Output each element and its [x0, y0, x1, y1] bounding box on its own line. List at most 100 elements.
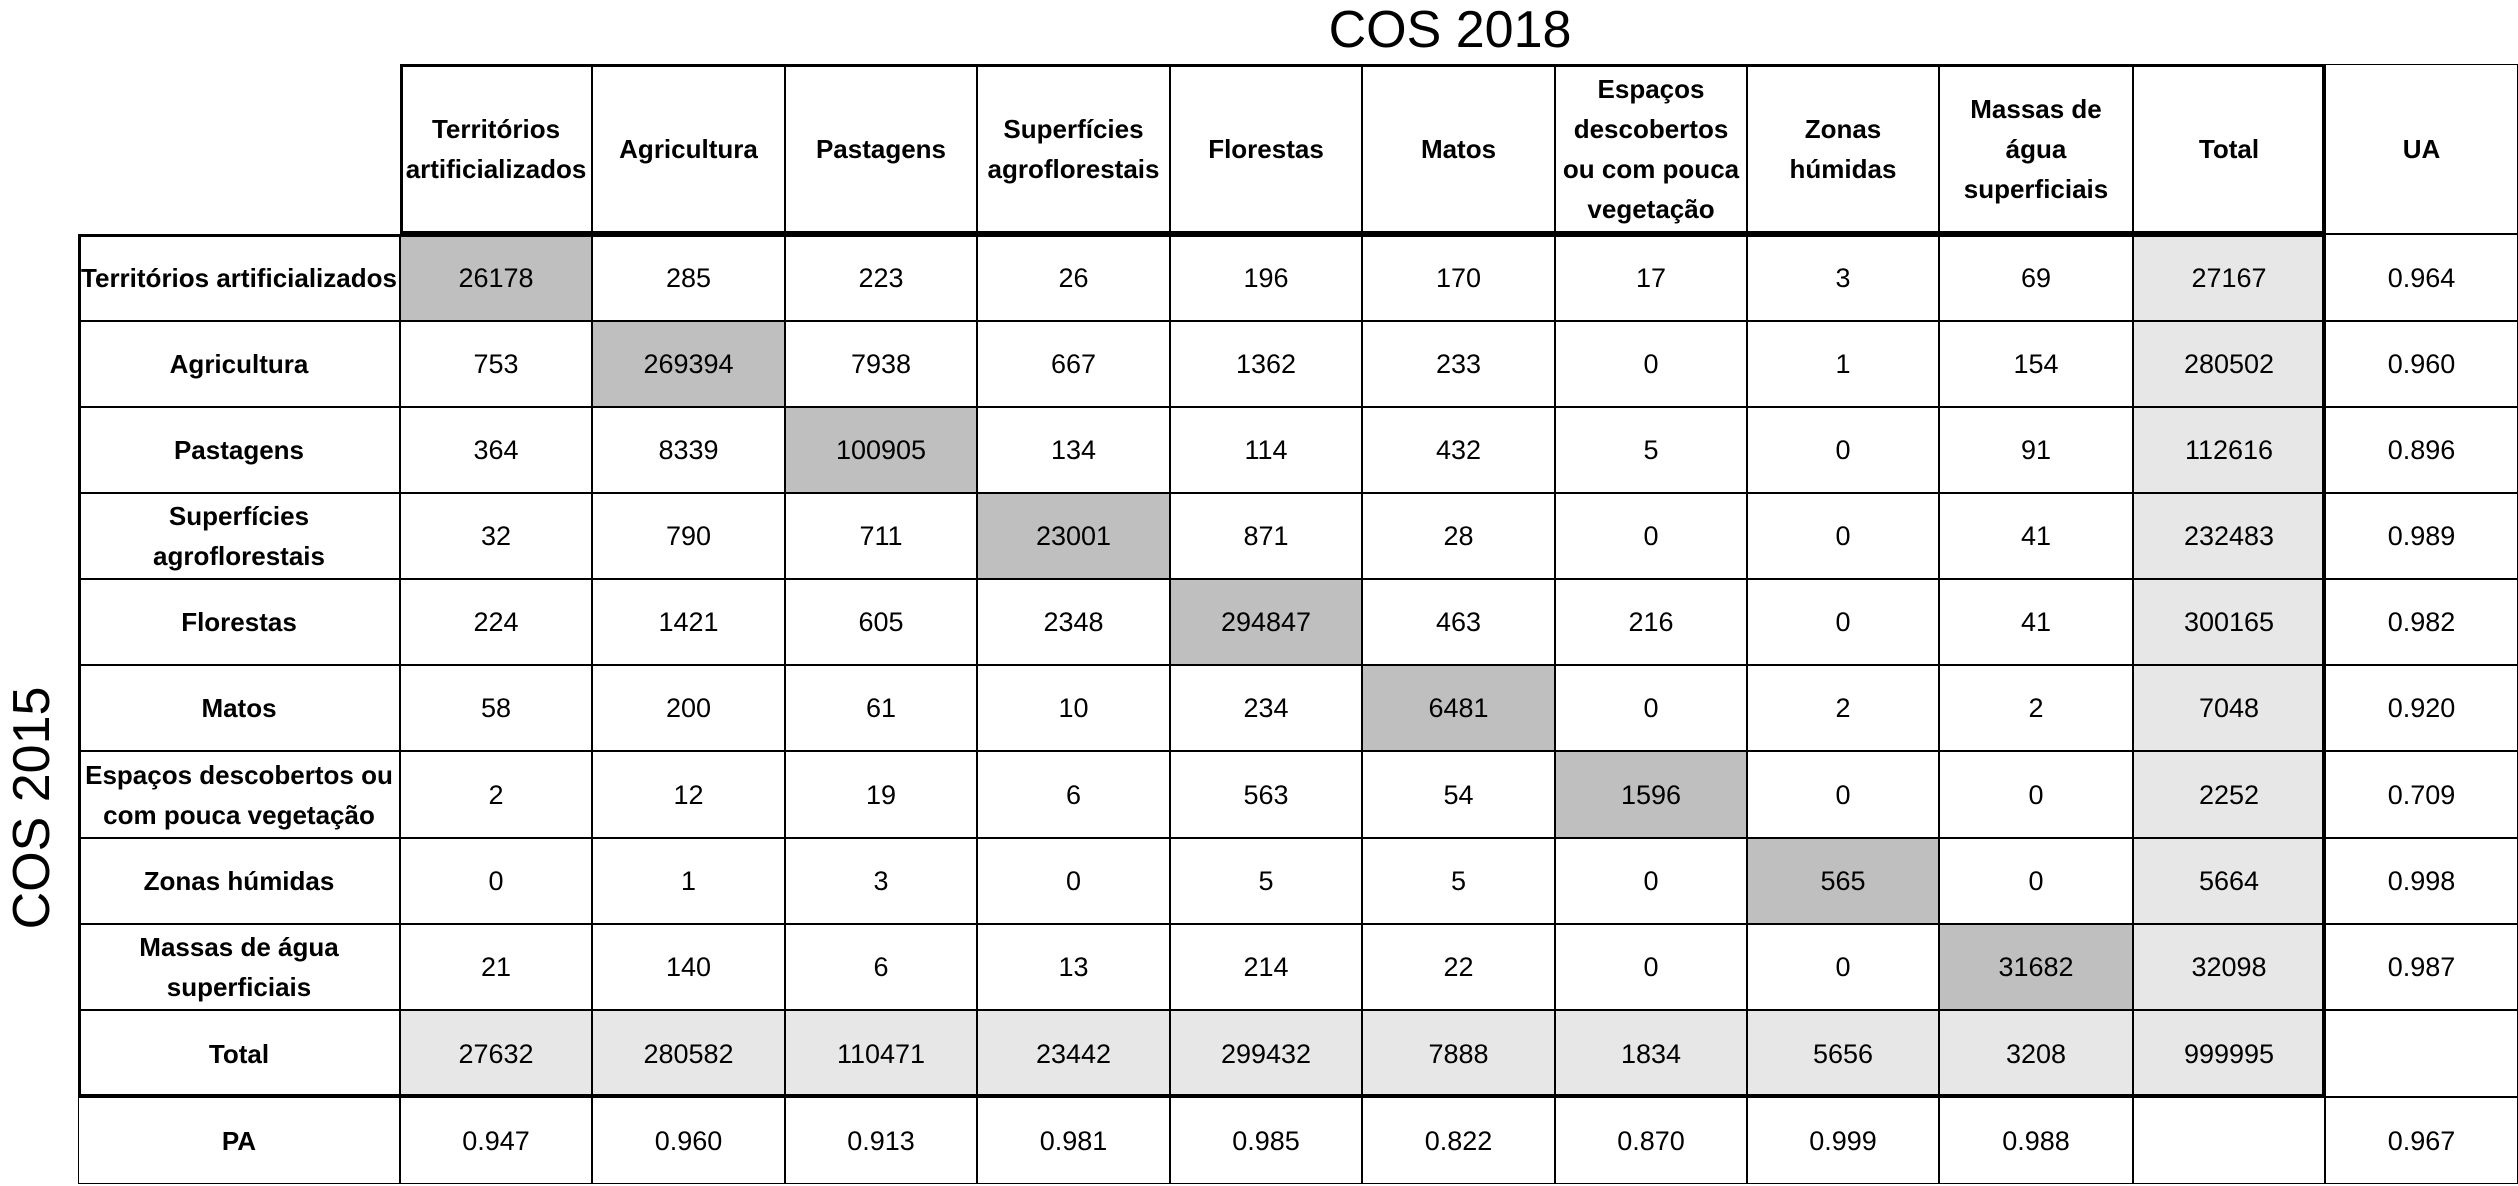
column-header-matos: Matos — [1362, 64, 1555, 234]
matrix-cell: 232483 — [2133, 493, 2325, 579]
matrix-cell: 196 — [1170, 234, 1362, 321]
matrix-cell: 23442 — [977, 1010, 1170, 1097]
matrix-cell: 0.967 — [2325, 1097, 2518, 1184]
matrix-cell: 0 — [1747, 407, 1939, 493]
matrix-cell: 23001 — [977, 493, 1170, 579]
row-axis-title: COS 2015 — [3, 686, 61, 930]
matrix-cell: 1362 — [1170, 321, 1362, 407]
matrix-cell: 0 — [1747, 924, 1939, 1010]
matrix-cell: 2348 — [977, 579, 1170, 665]
matrix-cell — [2325, 1010, 2518, 1097]
matrix-cell: 21 — [400, 924, 592, 1010]
matrix-cell: 0.998 — [2325, 838, 2518, 924]
matrix-cell: 19 — [785, 751, 977, 838]
matrix-cell: 0 — [1555, 924, 1747, 1010]
matrix-cell: 32098 — [2133, 924, 2325, 1010]
matrix-cell: 294847 — [1170, 579, 1362, 665]
row-header-territorios-artificializados: Territórios artificializados — [78, 234, 400, 321]
matrix-cell: 0.896 — [2325, 407, 2518, 493]
matrix-cell: 2252 — [2133, 751, 2325, 838]
matrix-cell: 0.999 — [1747, 1097, 1939, 1184]
column-header-pastagens: Pastagens — [785, 64, 977, 234]
row-header-pastagens: Pastagens — [78, 407, 400, 493]
matrix-cell: 6 — [785, 924, 977, 1010]
matrix-cell: 1 — [1747, 321, 1939, 407]
matrix-cell: 112616 — [2133, 407, 2325, 493]
column-header-territorios-artificializados: Territórios artificializados — [400, 64, 592, 234]
matrix-cell: 31682 — [1939, 924, 2133, 1010]
row-header-matos: Matos — [78, 665, 400, 751]
matrix-cell: 0 — [1939, 751, 2133, 838]
matrix-cell: 27167 — [2133, 234, 2325, 321]
matrix-cell: 6 — [977, 751, 1170, 838]
matrix-cell: 0.960 — [592, 1097, 785, 1184]
matrix-cell: 224 — [400, 579, 592, 665]
matrix-cell: 0 — [1747, 579, 1939, 665]
matrix-cell: 0 — [1555, 838, 1747, 924]
matrix-cell: 13 — [977, 924, 1170, 1010]
column-header-ua: UA — [2325, 64, 2518, 234]
matrix-cell: 871 — [1170, 493, 1362, 579]
matrix-cell: 12 — [592, 751, 785, 838]
matrix-cell: 28 — [1362, 493, 1555, 579]
matrix-cell: 0.913 — [785, 1097, 977, 1184]
matrix-cell: 2 — [1939, 665, 2133, 751]
matrix-cell: 214 — [1170, 924, 1362, 1010]
row-header-agricultura: Agricultura — [78, 321, 400, 407]
matrix-cell: 0.964 — [2325, 234, 2518, 321]
matrix-cell: 432 — [1362, 407, 1555, 493]
matrix-cell: 3208 — [1939, 1010, 2133, 1097]
matrix-cell: 154 — [1939, 321, 2133, 407]
column-header-florestas: Florestas — [1170, 64, 1362, 234]
column-header-zonas-humidas: Zonas húmidas — [1747, 64, 1939, 234]
matrix-cell: 6481 — [1362, 665, 1555, 751]
matrix-cell: 58 — [400, 665, 592, 751]
matrix-cell: 0.982 — [2325, 579, 2518, 665]
matrix-cell: 2 — [1747, 665, 1939, 751]
matrix-cell: 134 — [977, 407, 1170, 493]
column-header-agricultura: Agricultura — [592, 64, 785, 234]
matrix-cell: 5656 — [1747, 1010, 1939, 1097]
matrix-cell: 41 — [1939, 579, 2133, 665]
matrix-cell: 10 — [977, 665, 1170, 751]
matrix-cell: 0.870 — [1555, 1097, 1747, 1184]
matrix-cell: 753 — [400, 321, 592, 407]
column-axis-title: COS 2018 — [1328, 1, 1572, 59]
matrix-cell: 0 — [1939, 838, 2133, 924]
matrix-cell: 22 — [1362, 924, 1555, 1010]
matrix-cell: 0.960 — [2325, 321, 2518, 407]
matrix-cell: 3 — [785, 838, 977, 924]
matrix-cell: 54 — [1362, 751, 1555, 838]
matrix-cell: 300165 — [2133, 579, 2325, 665]
matrix-cell: 41 — [1939, 493, 2133, 579]
matrix-cell: 100905 — [785, 407, 977, 493]
matrix-cell: 0.947 — [400, 1097, 592, 1184]
matrix-cell: 32 — [400, 493, 592, 579]
matrix-cell: 26 — [977, 234, 1170, 321]
matrix-cell: 0 — [400, 838, 592, 924]
row-header-espacos-descobertos-ou-com-pouca-vegetacao: Espaços descobertos ou com pouca vegetaç… — [78, 751, 400, 838]
matrix-cell: 364 — [400, 407, 592, 493]
matrix-cell: 110471 — [785, 1010, 977, 1097]
matrix-cell: 790 — [592, 493, 785, 579]
matrix-cell: 5 — [1555, 407, 1747, 493]
matrix-cell: 0 — [1555, 493, 1747, 579]
matrix-cell: 280582 — [592, 1010, 785, 1097]
matrix-cell: 17 — [1555, 234, 1747, 321]
matrix-cell: 7048 — [2133, 665, 2325, 751]
matrix-cell: 0.822 — [1362, 1097, 1555, 1184]
matrix-cell: 0.709 — [2325, 751, 2518, 838]
matrix-cell: 61 — [785, 665, 977, 751]
matrix-cell: 223 — [785, 234, 977, 321]
matrix-cell: 711 — [785, 493, 977, 579]
matrix-cell: 0 — [1555, 665, 1747, 751]
matrix-cell: 233 — [1362, 321, 1555, 407]
matrix-cell: 280502 — [2133, 321, 2325, 407]
matrix-cell: 999995 — [2133, 1010, 2325, 1097]
column-header-superficies-agroflorestais: Superfícies agroflorestais — [977, 64, 1170, 234]
matrix-cell: 7888 — [1362, 1010, 1555, 1097]
matrix-cell: 27632 — [400, 1010, 592, 1097]
matrix-cell: 563 — [1170, 751, 1362, 838]
matrix-cell: 1 — [592, 838, 785, 924]
row-header-massas-de-agua-superficiais: Massas de água superficiais — [78, 924, 400, 1010]
